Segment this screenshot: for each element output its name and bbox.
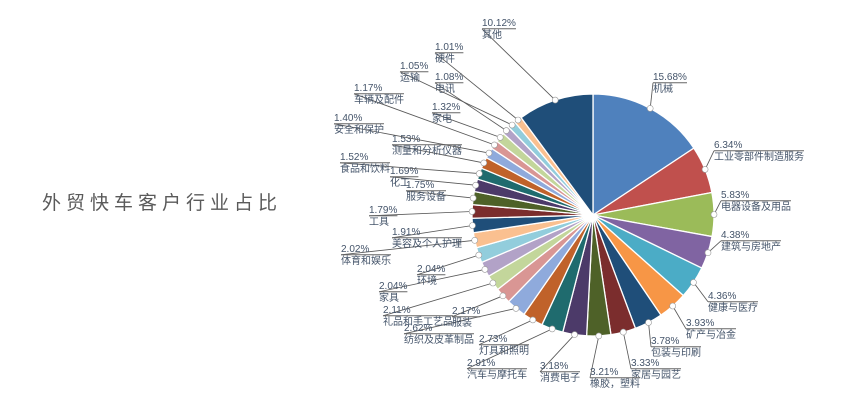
svg-text:3.93%: 3.93%: [686, 318, 714, 329]
svg-text:橡胶，塑料: 橡胶，塑料: [590, 377, 640, 390]
svg-text:家具: 家具: [379, 291, 399, 304]
svg-text:3.21%: 3.21%: [590, 367, 618, 378]
svg-text:15.68%: 15.68%: [653, 72, 687, 83]
svg-text:2.73%: 2.73%: [479, 334, 507, 345]
svg-text:工业零部件制造服务: 工业零部件制造服务: [714, 150, 804, 163]
svg-text:1.40%: 1.40%: [334, 113, 362, 124]
svg-text:1.79%: 1.79%: [369, 205, 397, 216]
svg-text:服装: 服装: [452, 316, 472, 329]
svg-text:2.91%: 2.91%: [467, 358, 495, 369]
svg-text:3.78%: 3.78%: [651, 336, 679, 347]
svg-text:2.04%: 2.04%: [379, 281, 407, 292]
svg-text:1.05%: 1.05%: [400, 61, 428, 72]
svg-text:电器设备及用品: 电器设备及用品: [721, 200, 791, 213]
svg-text:2.17%: 2.17%: [452, 306, 480, 317]
svg-text:美容及个人护理: 美容及个人护理: [392, 237, 462, 250]
svg-text:灯具和照明: 灯具和照明: [479, 345, 529, 357]
svg-text:4.38%: 4.38%: [721, 230, 749, 241]
svg-text:食品和饮料: 食品和饮料: [340, 162, 390, 175]
svg-text:机械: 机械: [653, 82, 673, 95]
svg-text:1.01%: 1.01%: [435, 42, 463, 53]
svg-text:建筑与房地产: 建筑与房地产: [721, 240, 781, 253]
svg-text:车辆及配件: 车辆及配件: [354, 93, 404, 106]
svg-text:5.83%: 5.83%: [721, 190, 749, 201]
svg-text:2.02%: 2.02%: [341, 244, 369, 255]
svg-text:环境: 环境: [417, 274, 437, 287]
svg-text:汽车与摩托车: 汽车与摩托车: [467, 368, 527, 381]
svg-text:礼品和手工艺品: 礼品和手工艺品: [383, 315, 453, 328]
svg-text:矿产与冶金: 矿产与冶金: [686, 328, 736, 341]
svg-text:1.91%: 1.91%: [392, 227, 420, 238]
svg-text:家电: 家电: [432, 112, 452, 125]
svg-text:3.18%: 3.18%: [540, 361, 568, 372]
svg-text:安全和保护: 安全和保护: [334, 123, 384, 136]
svg-text:健康与医疗: 健康与医疗: [708, 301, 758, 314]
svg-text:运输: 运输: [400, 71, 420, 84]
svg-text:1.75%: 1.75%: [406, 180, 434, 191]
svg-text:化工: 化工: [390, 176, 410, 189]
svg-text:其他: 其他: [482, 28, 502, 41]
svg-text:工具: 工具: [369, 216, 389, 228]
svg-text:1.17%: 1.17%: [354, 83, 382, 94]
svg-text:2.11%: 2.11%: [383, 305, 411, 316]
svg-text:1.08%: 1.08%: [435, 72, 463, 83]
svg-text:体育和娱乐: 体育和娱乐: [341, 254, 391, 267]
svg-text:服务设备: 服务设备: [406, 190, 446, 203]
svg-text:10.12%: 10.12%: [482, 18, 516, 29]
svg-text:硬件: 硬件: [435, 53, 455, 65]
svg-text:3.33%: 3.33%: [631, 358, 659, 369]
svg-text:纺织及皮革制品: 纺织及皮革制品: [404, 333, 474, 346]
svg-text:6.34%: 6.34%: [714, 140, 742, 151]
svg-text:4.36%: 4.36%: [708, 291, 736, 302]
svg-text:外贸快车客户行业占比: 外贸快车客户行业占比: [42, 192, 282, 214]
svg-text:1.32%: 1.32%: [432, 102, 460, 113]
svg-text:消费电子: 消费电子: [540, 371, 580, 384]
svg-text:2.04%: 2.04%: [417, 264, 445, 275]
svg-text:1.52%: 1.52%: [340, 152, 368, 163]
